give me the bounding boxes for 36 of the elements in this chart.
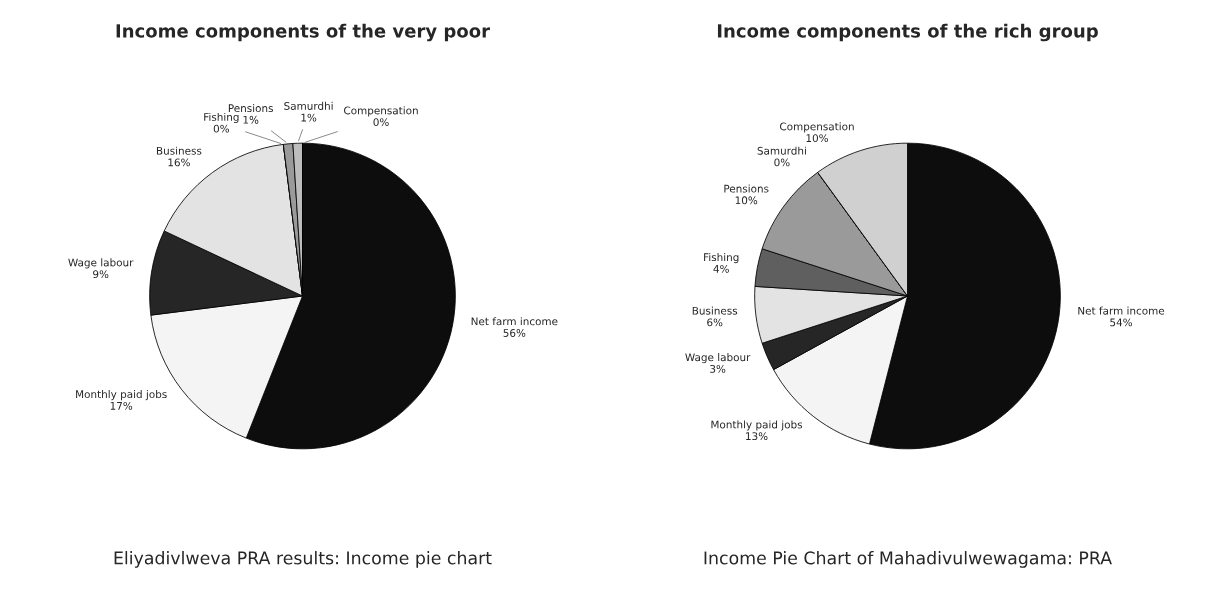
data-label: 1%	[243, 115, 259, 124]
text: 0%	[373, 118, 389, 127]
data-label: 9%	[93, 270, 109, 279]
data-label: 6%	[707, 318, 723, 327]
data-label: 3%	[710, 364, 726, 373]
chart-title: Income components of the rich group	[717, 23, 1098, 42]
text: Income Pie Chart of Mahadivulwewagama: PRA	[704, 551, 1112, 568]
slice-label: Net farm income	[471, 317, 558, 326]
data-label: 56%	[503, 329, 526, 337]
category-label: Compensation	[344, 106, 418, 117]
text: 0%	[774, 158, 790, 167]
chart-title: Income components of the very poor	[116, 23, 490, 42]
data-label: 10%	[806, 134, 829, 143]
text: 0%	[213, 124, 230, 133]
slice-label: Pensions	[228, 104, 273, 113]
category-label: Samurdhi	[757, 146, 806, 155]
data-label: 1%	[301, 113, 317, 122]
slice-label: Monthly paid jobs	[76, 390, 167, 401]
slice-label: Net farm income	[1078, 306, 1165, 315]
slice-label: Wage labour	[685, 353, 751, 364]
slice-label: Samurdhi	[284, 101, 333, 110]
category-label: Fishing	[204, 112, 239, 123]
data-label: 13%	[746, 432, 768, 441]
data-label: 17%	[110, 401, 133, 410]
slice-label: Compensation	[780, 122, 854, 133]
slice-label: Wage labour	[68, 258, 134, 269]
data-label: 54%	[1110, 318, 1133, 327]
slice-label: Pensions	[724, 184, 769, 193]
data-label: 4%	[713, 264, 729, 273]
data-label: 16%	[168, 158, 190, 167]
data-label: 10%	[735, 196, 758, 205]
slice-label: Fishing	[704, 253, 739, 264]
slice-label: Business	[156, 146, 202, 155]
text: Eliyadivlweva PRA results: Income pie chart	[114, 551, 492, 568]
slice-label: Business	[692, 306, 738, 315]
slice-label: Monthly paid jobs	[711, 420, 803, 431]
